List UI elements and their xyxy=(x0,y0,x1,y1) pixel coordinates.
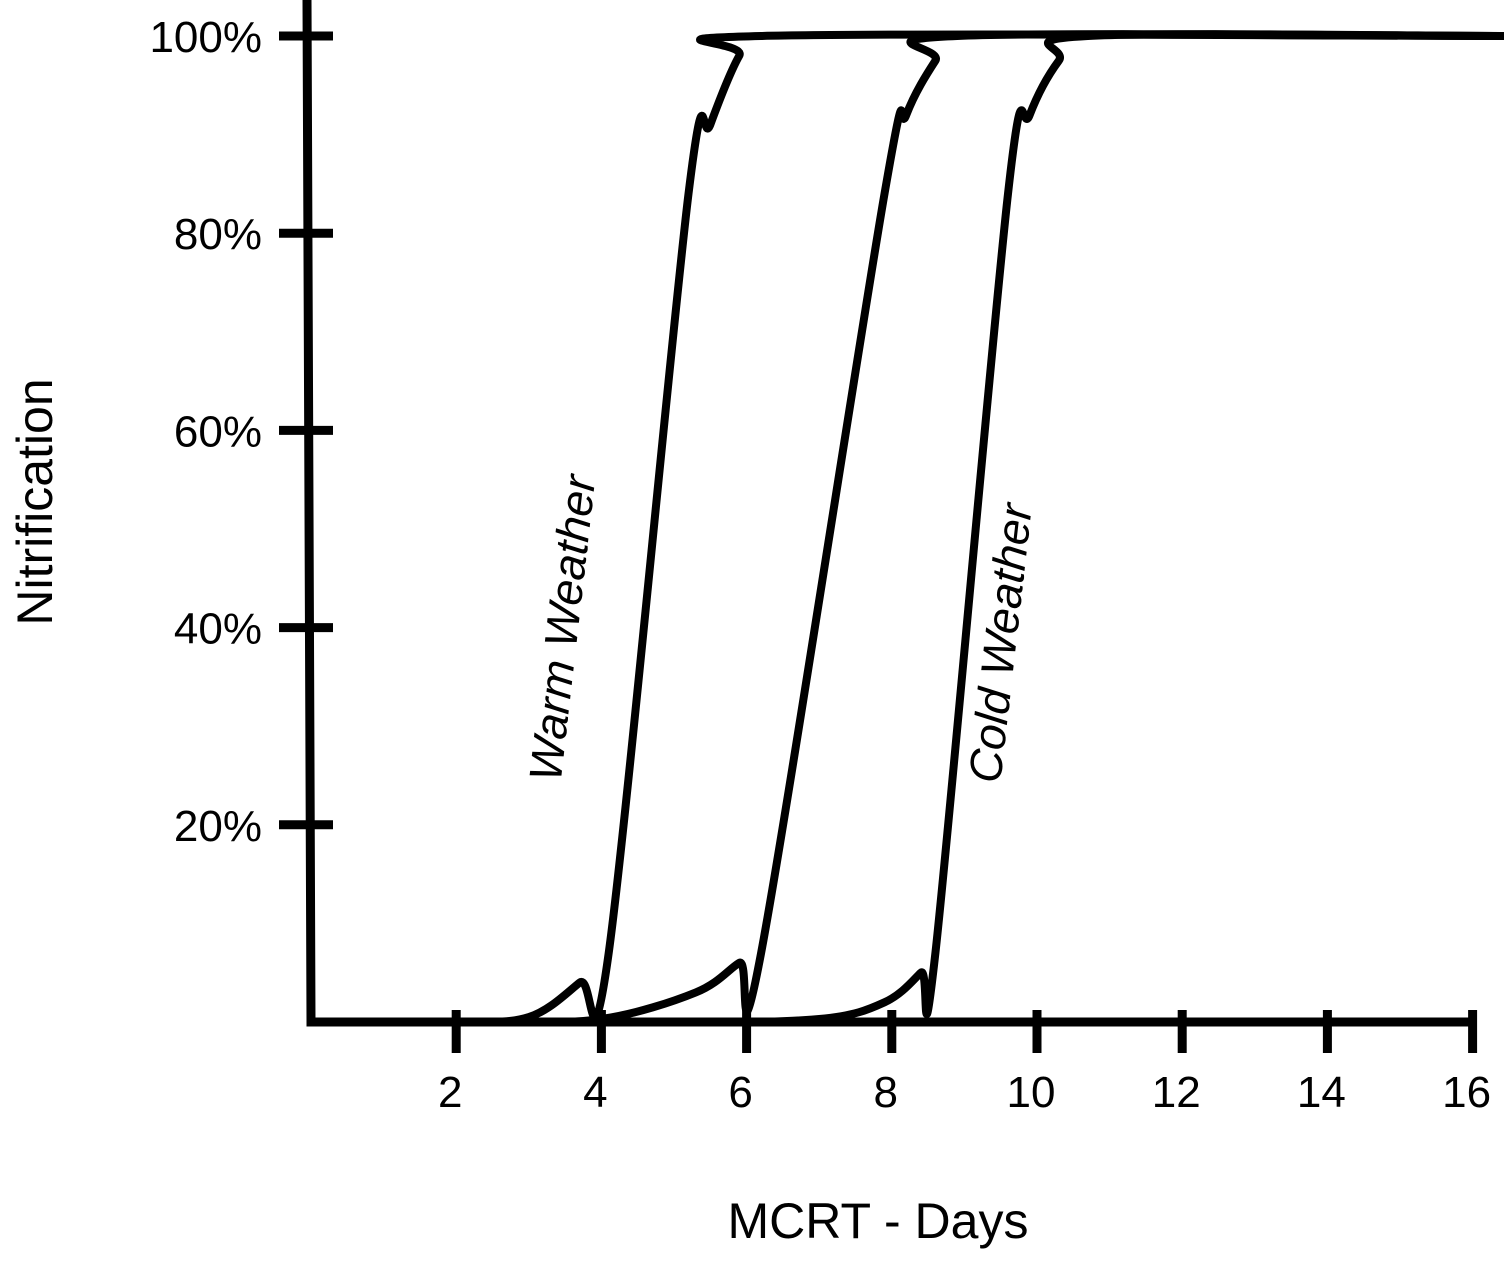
series-curve-1 xyxy=(310,30,1504,1027)
y-tick-label: 40% xyxy=(174,605,262,654)
x-tick-label: 8 xyxy=(874,1068,898,1117)
x-tick-label: 14 xyxy=(1297,1068,1346,1117)
x-tick-label: 12 xyxy=(1152,1068,1201,1117)
y-tick-label: 20% xyxy=(174,802,262,851)
y-axis-title: Nitrification xyxy=(7,378,63,625)
y-tick-label: 60% xyxy=(174,407,262,456)
x-axis-title: MCRT - Days xyxy=(728,1193,1029,1249)
y-axis-line xyxy=(302,0,316,1027)
x-tick-label: 4 xyxy=(583,1068,607,1117)
x-tick-label: 2 xyxy=(438,1068,462,1117)
series-curve-2 xyxy=(310,30,1504,1027)
y-tick-label: 100% xyxy=(149,13,262,62)
x-tick-label: 16 xyxy=(1442,1068,1491,1117)
y-ticks: 20% 40% 60% 80% 100% xyxy=(149,13,333,851)
warm-weather-label: Warm Weather xyxy=(519,471,606,784)
x-tick-label: 10 xyxy=(1007,1068,1056,1117)
x-ticks: 2 4 6 8 10 12 14 16 xyxy=(438,1010,1491,1117)
series-curve-3 xyxy=(310,30,1504,1027)
x-tick-label: 6 xyxy=(728,1068,752,1117)
y-tick-label: 80% xyxy=(174,210,262,259)
curves xyxy=(310,30,1504,1027)
